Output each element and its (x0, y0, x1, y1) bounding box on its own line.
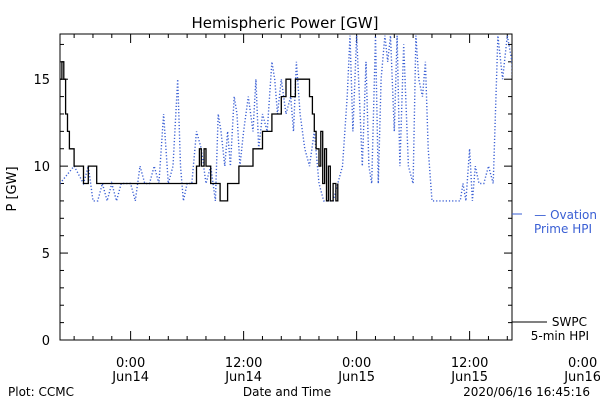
x-tick-label-date: Jun16 (563, 370, 600, 385)
ovation-prime-hpi-series (60, 35, 512, 204)
x-tick-label-date: Jun14 (111, 370, 149, 385)
y-axis: 0 5 10 15 (33, 43, 512, 349)
x-tick-label-date: Jun14 (224, 370, 262, 385)
legend-swpc-label-2: 5-min HPI (531, 329, 589, 343)
legend-ovation-label: — Ovation (534, 208, 597, 222)
x-axis: 0:00Jun1412:00Jun140:00Jun1512:00Jun150:… (73, 34, 600, 385)
swpc-hpi-series (60, 61, 339, 202)
x-tick-label-time: 0:00 (116, 356, 145, 371)
plot-border (59, 33, 513, 341)
x-tick-label-date: Jun15 (337, 370, 375, 385)
footer-timestamp: 2020/06/16 16:45:16 (463, 385, 590, 399)
plot-frame (59, 33, 513, 341)
x-tick-label-time: 12:00 (225, 356, 262, 371)
legend-ovation-label-2: Prime HPI (534, 222, 592, 236)
y-axis-label: P [GW] (5, 166, 20, 211)
x-tick-label-date: Jun15 (450, 370, 488, 385)
y-tick-label: 5 (42, 247, 50, 262)
legend-swpc-label: SWPC (552, 315, 587, 329)
y-tick-label: 0 (42, 334, 50, 349)
x-tick-label-time: 12:00 (451, 356, 488, 371)
chart-title: Hemispheric Power [GW] (192, 14, 379, 32)
y-tick-label: 15 (33, 73, 50, 88)
y-tick-label: 10 (33, 160, 50, 175)
x-tick-label-time: 0:00 (342, 356, 371, 371)
x-axis-label: Date and Time (243, 385, 331, 399)
x-tick-label-time: 0:00 (568, 356, 597, 371)
series-layer (60, 35, 512, 204)
footer-plot-source: Plot: CCMC (8, 385, 74, 399)
